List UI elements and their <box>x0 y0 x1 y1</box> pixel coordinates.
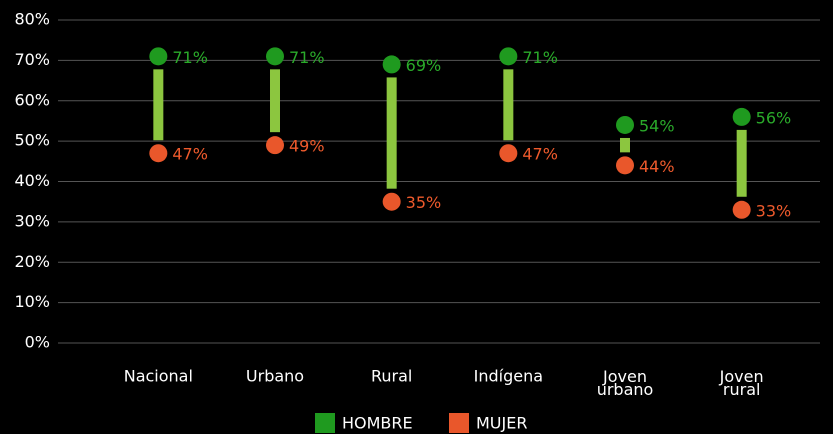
dot <box>382 55 401 74</box>
dot <box>149 47 168 66</box>
data-label: 49% <box>289 137 325 156</box>
y-tick-label: 50% <box>14 131 50 150</box>
y-tick-label: 40% <box>14 171 50 190</box>
legend-label: HOMBRE <box>342 414 413 433</box>
legend-swatch <box>449 413 469 433</box>
data-label: 44% <box>639 157 675 176</box>
dot <box>266 136 284 155</box>
connector <box>153 69 164 141</box>
x-tick-label: Joven urbano <box>597 367 654 399</box>
y-tick-label: 60% <box>14 90 50 109</box>
dot <box>616 115 634 134</box>
connector <box>620 137 630 153</box>
dot <box>732 107 751 126</box>
dot <box>382 192 401 211</box>
data-label: 56% <box>756 108 792 127</box>
dot <box>732 200 751 219</box>
y-tick-label: 80% <box>14 10 50 29</box>
dot <box>266 47 284 66</box>
x-tick-label: Indígena <box>474 367 543 386</box>
x-tick-label: Joven rural <box>719 367 764 399</box>
x-tick-label: Nacional <box>124 367 193 386</box>
connector <box>270 69 280 133</box>
x-tick-label: Rural <box>371 367 412 386</box>
data-label: 54% <box>639 116 675 135</box>
legend-label: MUJER <box>476 414 527 433</box>
x-tick-label: Urbano <box>246 367 304 386</box>
data-label: 71% <box>289 48 325 67</box>
data-label: 71% <box>172 48 208 67</box>
data-label: 71% <box>522 48 558 67</box>
dot <box>499 144 518 163</box>
y-tick-label: 0% <box>25 333 50 352</box>
data-label: 47% <box>522 145 558 164</box>
dot <box>616 156 634 175</box>
data-label: 33% <box>756 201 792 220</box>
y-tick-label: 10% <box>14 292 50 311</box>
connector <box>503 69 514 141</box>
connector <box>386 77 397 189</box>
y-tick-label: 20% <box>14 252 50 271</box>
legend-swatch <box>315 413 335 433</box>
y-tick-label: 70% <box>14 50 50 69</box>
data-label: 35% <box>406 193 442 212</box>
data-label: 47% <box>172 145 208 164</box>
connector <box>736 129 747 197</box>
y-tick-label: 30% <box>14 211 50 230</box>
dot <box>499 47 518 66</box>
dot <box>149 144 168 163</box>
data-label: 69% <box>406 56 442 75</box>
